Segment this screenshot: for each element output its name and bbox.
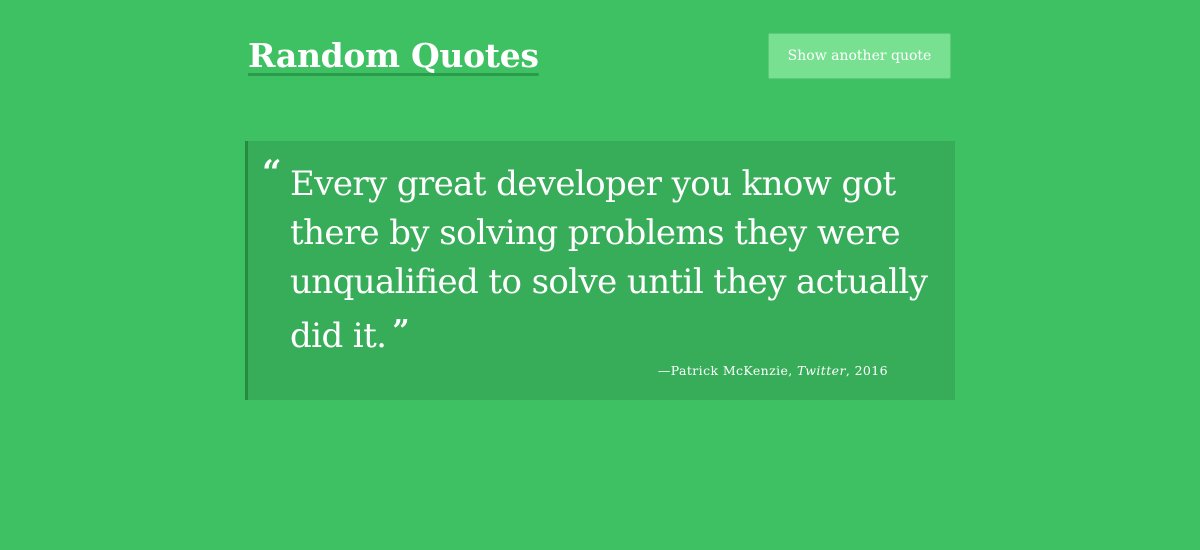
attribution-separator: , <box>788 363 798 378</box>
quote-body: Every great developer you know got there… <box>290 164 928 356</box>
quote-attribution: —Patrick McKenzie, Twitter, 2016 <box>658 362 888 380</box>
attribution-separator-2: , <box>845 363 855 378</box>
site-title-link[interactable]: Random Quotes <box>248 36 539 75</box>
quote-text: Every great developer you know got there… <box>290 160 950 361</box>
attribution-dash: — <box>657 363 671 378</box>
show-another-quote-button[interactable]: Show another quote <box>768 33 951 79</box>
quote-box: “ Every great developer you know got the… <box>245 141 955 400</box>
quote-source: Twitter <box>797 363 846 378</box>
open-quote-mark-icon: “ <box>262 153 282 193</box>
quote-year: 2016 <box>854 363 888 378</box>
close-quote-mark-icon: ” <box>392 314 410 349</box>
quote-author: Patrick McKenzie <box>670 363 789 378</box>
